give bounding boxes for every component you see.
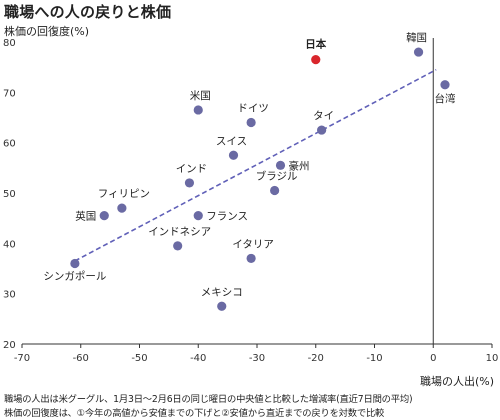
point-label: 日本 (305, 38, 326, 51)
x-tick-label: -50 (131, 353, 147, 364)
point-label: ブラジル (256, 169, 298, 182)
point-label: メキシコ (201, 286, 243, 298)
data-point (173, 241, 183, 251)
x-tick-label: 0 (430, 353, 436, 364)
data-point (193, 105, 203, 115)
x-axis-label: 職場の人出(%) (419, 375, 494, 388)
points-layer (70, 47, 450, 311)
y-tick-label: 20 (3, 340, 16, 351)
data-point (99, 211, 109, 221)
point-label: イタリア (232, 238, 274, 250)
x-tick-label: 10 (486, 353, 499, 364)
x-tick-label: -70 (14, 353, 30, 364)
point-label: スイス (216, 135, 247, 147)
chart-title: 職場への人の戻りと株価 (4, 3, 172, 21)
point-label: 韓国 (406, 32, 427, 44)
data-point (193, 211, 203, 221)
point-label: インドネシア (148, 226, 211, 238)
point-label: 豪州 (289, 159, 310, 172)
data-point (440, 80, 450, 90)
point-label: フランス (206, 211, 248, 223)
x-tick-label: -60 (73, 353, 89, 364)
data-point (270, 185, 280, 196)
footnote-stock-recovery: 株価の回復度は、①今年の高値から安値までの下げと②安値から直近までの戻りを対数で… (4, 408, 385, 419)
point-label: シンガポール (43, 270, 106, 282)
data-point (117, 203, 127, 213)
data-point (275, 160, 286, 170)
x-tick-label: -20 (308, 353, 324, 364)
data-point (217, 301, 227, 311)
axes (21, 38, 493, 348)
point-label: 台湾 (435, 92, 456, 105)
data-point (246, 117, 256, 128)
point-label: 米国 (190, 89, 211, 102)
tick-labels: -70 -60 -50 -40 -30 -20 -10 0 10 20 30 40 50 60 70 80 (3, 38, 498, 364)
y-axis-label: 株価の回復度(%) (4, 25, 90, 38)
point-label: ドイツ (237, 103, 269, 115)
trendline-layer (74, 68, 437, 262)
y-tick-label: 70 (3, 88, 16, 99)
x-tick-label: -10 (366, 353, 382, 364)
footnote-mobility: 職場の人出は米グーグル、1月3日～2月6日の同じ曜日の中央値と比較した増減率(直… (4, 394, 413, 405)
trendline (74, 68, 437, 262)
data-point (246, 253, 256, 264)
y-tick-label: 30 (3, 290, 16, 301)
data-point (317, 125, 327, 135)
y-tick-label: 40 (3, 239, 16, 250)
x-tick-label: -30 (249, 353, 265, 364)
y-tick-label: 80 (3, 38, 16, 49)
data-point (184, 178, 195, 188)
point-label: 英国 (75, 210, 96, 223)
data-point (70, 258, 80, 269)
data-point (311, 55, 321, 65)
point-label: インド (176, 163, 208, 175)
y-tick-label: 50 (3, 189, 16, 200)
data-point (413, 47, 424, 57)
point-label: フィリピン (98, 188, 150, 200)
point-label: タイ (313, 110, 334, 122)
y-tick-label: 60 (3, 139, 16, 150)
data-point (228, 150, 239, 160)
x-tick-label: -40 (190, 353, 206, 364)
